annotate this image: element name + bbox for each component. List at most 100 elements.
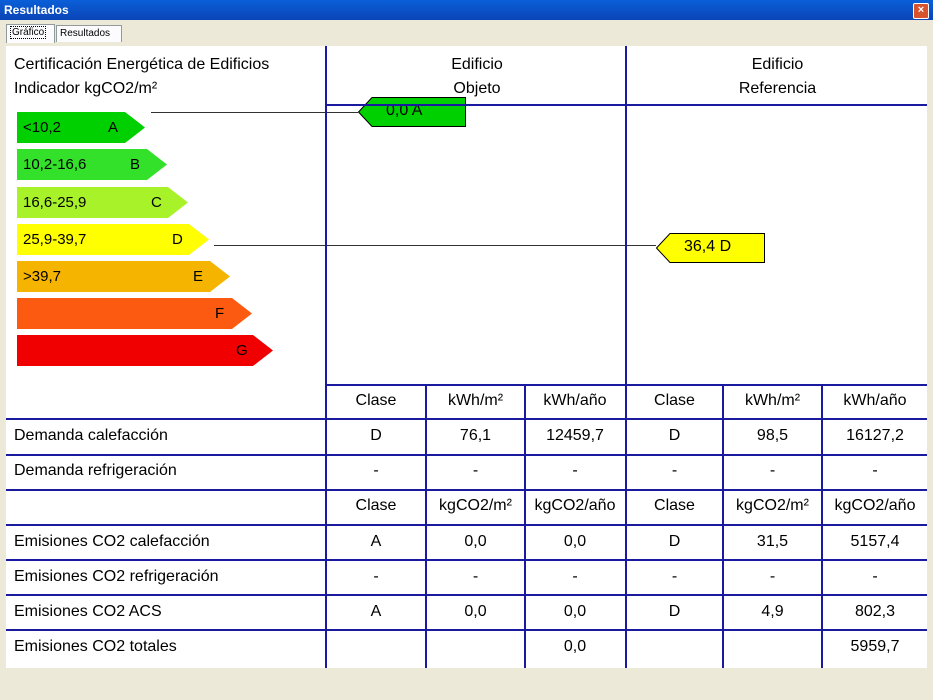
title-bar: Resultados ×	[0, 0, 933, 20]
table-column-header: kgCO2/año	[834, 497, 916, 514]
grid-hline	[6, 629, 927, 631]
table-cell: 98,5	[756, 427, 789, 444]
grid-vline	[625, 46, 627, 668]
scale-range-label: >39,7	[23, 268, 61, 285]
scale-letter-label: D	[172, 231, 183, 248]
grid-hline	[325, 384, 927, 386]
table-cell: D	[668, 533, 681, 550]
table-cell: -	[671, 462, 678, 479]
grid-hline	[6, 524, 927, 526]
table-cell: 5959,7	[850, 638, 900, 655]
objeto-class-indicator: 0,0 A	[358, 97, 466, 127]
table-cell: -	[872, 568, 878, 585]
scale-letter-label: C	[151, 194, 162, 211]
table-cell: -	[872, 462, 878, 479]
table-row-label: Emisiones CO2 calefacción	[14, 533, 210, 550]
table-column-header: kgCO2/m²	[736, 497, 809, 514]
table-column-header: Clase	[654, 392, 695, 409]
scale-letter-label: E	[193, 268, 204, 285]
scale-bar-f: F	[17, 298, 252, 329]
scale-range-label: <10,2	[23, 119, 61, 136]
referencia-header-line1: Edificio	[751, 56, 804, 73]
table-cell: -	[769, 462, 776, 479]
table-cell: 12459,7	[546, 427, 604, 444]
table-row-label: Emisiones CO2 ACS	[14, 603, 162, 620]
scale-letter-label: A	[108, 119, 119, 136]
scale-bar-e: >39,7 E	[17, 261, 230, 292]
table-column-header: kWh/m²	[744, 392, 801, 409]
table-cell: 16127,2	[846, 427, 904, 444]
table-column-header: Clase	[355, 497, 397, 514]
objeto-class-indicator-label: 0,0 A	[386, 102, 423, 119]
scale-bar-d: 25,9-39,7 D	[17, 224, 209, 255]
table-cell: 0,0	[464, 603, 487, 620]
scale-range-label: 25,9-39,7	[23, 231, 87, 248]
scale-bar-c: 16,6-25,9 C	[17, 187, 188, 218]
tab-grafico[interactable]: Gráfico	[6, 24, 55, 43]
referencia-class-indicator-label: 36,4 D	[684, 238, 732, 255]
table-cell: -	[671, 568, 678, 585]
grid-vline	[524, 384, 526, 668]
table-cell: D	[668, 427, 681, 444]
grid-vline	[425, 384, 427, 668]
referencia-pointer-line	[214, 245, 656, 246]
tab-resultados[interactable]: Resultados	[56, 25, 122, 42]
grid-vline	[325, 46, 327, 668]
scale-range-label: 10,2-16,6	[23, 156, 87, 173]
table-cell: 4,9	[761, 603, 784, 620]
scale-bar-b: 10,2-16,6 B	[17, 149, 167, 180]
chart-panel: Certificación Energética de Edificios In…	[6, 46, 927, 668]
table-cell: 5157,4	[850, 533, 900, 550]
grid-hline	[325, 104, 927, 106]
table-column-header: kWh/m²	[447, 392, 504, 409]
table-cell: -	[572, 568, 578, 585]
scale-bar-g: G	[17, 335, 273, 366]
scale-range-label: 16,6-25,9	[23, 194, 87, 211]
window-title: Resultados	[4, 3, 69, 17]
table-cell: -	[769, 568, 776, 585]
table-cell: 0,0	[563, 638, 587, 655]
table-column-header: Clase	[355, 392, 397, 409]
scale-letter-label: F	[215, 305, 225, 322]
referencia-class-indicator: 36,4 D	[656, 233, 765, 263]
tab-resultados-label: Resultados	[60, 28, 111, 39]
scale-bar-a: <10,2 A	[17, 112, 145, 143]
grid-hline	[6, 594, 927, 596]
objeto-pointer-line	[151, 112, 358, 113]
table-cell: D	[668, 603, 681, 620]
grid-vline	[722, 384, 724, 668]
table-cell: A	[370, 603, 382, 620]
table-cell: -	[472, 568, 479, 585]
grid-hline	[6, 454, 927, 456]
grid-hline	[6, 559, 927, 561]
status-area	[0, 668, 933, 700]
tab-bar: Gráfico Resultados	[0, 20, 933, 44]
objeto-header-line2: Objeto	[453, 80, 501, 97]
table-row-label: Emisiones CO2 refrigeración	[14, 568, 219, 585]
grid-vline	[821, 384, 823, 668]
table-cell: -	[572, 462, 578, 479]
table-cell: D	[370, 427, 382, 444]
table-cell: 76,1	[459, 427, 492, 444]
tab-grafico-label: Gráfico	[10, 26, 47, 39]
table-cell: 0,0	[464, 533, 487, 550]
table-cell: A	[370, 533, 382, 550]
table-column-header: kWh/año	[843, 392, 907, 409]
table-cell: 31,5	[756, 533, 789, 550]
table-column-header: Clase	[654, 497, 695, 514]
cert-title-line1: Certificación Energética de Edificios	[14, 56, 270, 73]
table-column-header: kgCO2/m²	[439, 497, 512, 514]
grid-hline	[6, 418, 927, 420]
table-cell: 0,0	[563, 533, 587, 550]
scale-letter-label: B	[130, 156, 141, 173]
table-cell: 0,0	[563, 603, 587, 620]
table-cell: -	[373, 462, 379, 479]
table-cell: 802,3	[854, 603, 896, 620]
table-cell: -	[472, 462, 479, 479]
referencia-header-line2: Referencia	[738, 80, 817, 97]
table-column-header: kWh/año	[543, 392, 607, 409]
table-column-header: kgCO2/año	[534, 497, 616, 514]
grid-hline	[6, 489, 927, 491]
scale-letter-label: G	[236, 342, 248, 359]
close-button[interactable]: ×	[913, 3, 929, 19]
